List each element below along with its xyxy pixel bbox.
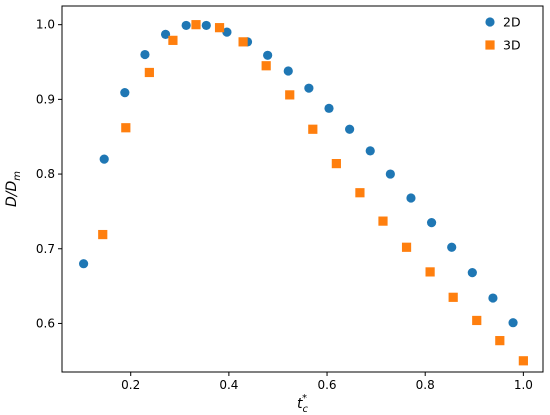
legend-label-3D: 3D — [503, 38, 521, 53]
data-point-2D — [508, 318, 518, 328]
data-point-2D — [467, 268, 477, 278]
x-axis-label-sup: * — [302, 393, 307, 404]
legend: 2D 3D — [485, 15, 521, 53]
data-point-2D — [385, 169, 395, 179]
data-point-3D — [168, 35, 178, 45]
data-point-2D — [426, 218, 437, 228]
data-point-2D — [345, 124, 355, 134]
x-axis-label-base: t — [297, 396, 303, 412]
data-point-3D — [378, 216, 388, 226]
data-point-2D — [201, 20, 211, 31]
legend-label-2D: 2D — [503, 15, 521, 30]
data-point-2D — [263, 50, 273, 60]
plot-frame — [61, 5, 544, 373]
data-point-2D — [447, 242, 457, 252]
data-point-3D — [191, 20, 201, 30]
data-point-3D — [401, 242, 412, 252]
data-point-2D — [406, 193, 416, 203]
data-point-3D — [238, 37, 248, 47]
data-point-3D — [285, 90, 295, 100]
x-axis-label-sub: c — [303, 404, 309, 415]
data-point-3D — [448, 292, 458, 302]
data-point-3D — [144, 67, 154, 78]
legend-marker-2D — [485, 17, 495, 27]
y-axis-label: D/Dm — [4, 171, 23, 207]
ticks-layer: 0.2 0.4 0.6 0.8 1.0 0.6 0.7 0.8 0.9 1.0 — [36, 18, 533, 392]
data-point-2D — [365, 146, 375, 156]
data-point-3D — [518, 356, 528, 366]
data-point-2D — [160, 29, 171, 39]
data-point-2D — [99, 154, 109, 164]
x-tick-label: 0.2 — [121, 378, 140, 392]
x-tick-label: 0.6 — [317, 378, 336, 392]
data-point-3D — [121, 123, 131, 133]
points-layer — [78, 20, 528, 366]
data-point-3D — [425, 267, 435, 277]
data-point-3D — [261, 61, 271, 71]
data-point-2D — [78, 259, 89, 269]
data-point-3D — [308, 124, 318, 134]
data-point-3D — [214, 23, 225, 33]
data-point-2D — [120, 88, 130, 98]
data-point-2D — [140, 49, 150, 60]
y-tick-label: 0.7 — [36, 242, 55, 256]
data-point-2D — [488, 293, 498, 303]
data-point-2D — [304, 83, 314, 93]
data-point-3D — [495, 336, 505, 346]
data-point-3D — [331, 159, 341, 169]
y-axis-label-sub: m — [12, 171, 23, 181]
data-point-2D — [324, 103, 334, 113]
y-tick-label: 1.0 — [36, 18, 55, 32]
x-axis-label: tc* — [297, 393, 309, 415]
y-tick-label: 0.6 — [36, 316, 55, 330]
legend-marker-3D — [485, 40, 495, 50]
x-tick-label: 0.8 — [416, 378, 435, 392]
data-point-3D — [98, 229, 108, 240]
data-point-2D — [283, 66, 293, 76]
data-point-3D — [472, 315, 482, 326]
data-point-3D — [355, 188, 365, 198]
data-point-2D — [222, 27, 232, 37]
y-tick-label: 0.9 — [36, 92, 55, 106]
y-axis-label-base: D/D — [4, 181, 20, 207]
x-tick-label: 1.0 — [514, 378, 533, 392]
y-tick-label: 0.8 — [36, 167, 55, 181]
x-tick-label: 0.4 — [219, 378, 238, 392]
data-point-2D — [181, 20, 191, 31]
